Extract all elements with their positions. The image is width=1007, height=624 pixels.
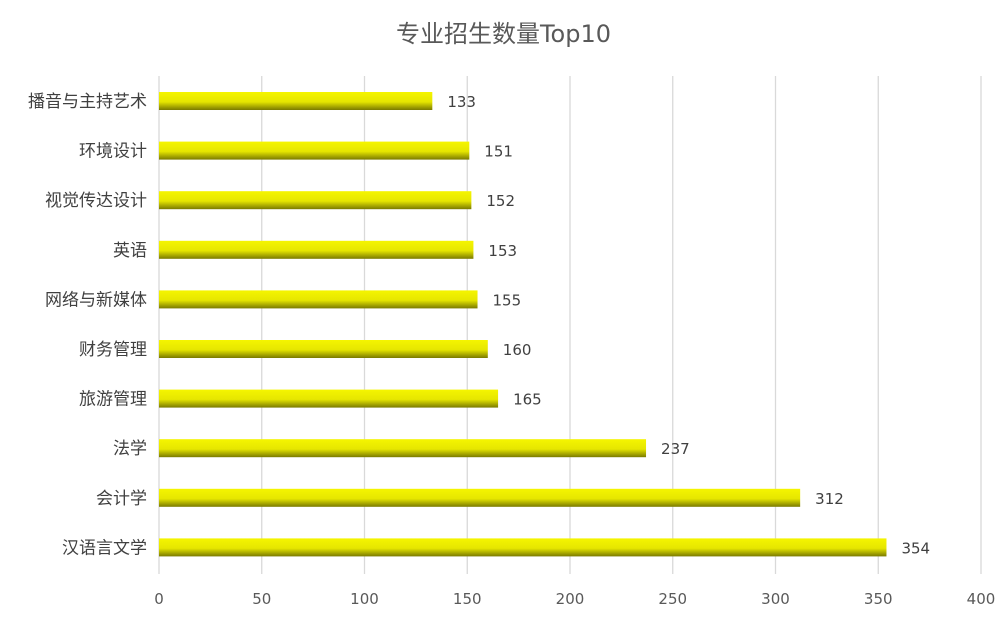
x-tick-label: 150: [453, 590, 482, 608]
category-label: 法学: [113, 439, 147, 459]
data-label: 133: [447, 93, 476, 111]
x-tick-label: 250: [658, 590, 687, 608]
data-label: 160: [503, 341, 532, 359]
x-tick-label: 300: [761, 590, 790, 608]
category-label: 视觉传达设计: [45, 191, 147, 211]
bar: [159, 290, 478, 309]
category-label: 旅游管理: [79, 390, 147, 410]
category-label: 环境设计: [79, 142, 147, 162]
category-label: 财务管理: [79, 340, 147, 360]
x-tick-label: 100: [350, 590, 379, 608]
bar: [159, 439, 647, 458]
bar: [159, 240, 474, 259]
category-label: 网络与新媒体: [45, 290, 147, 310]
data-label: 165: [513, 391, 542, 409]
category-label: 播音与主持艺术: [28, 92, 147, 112]
data-label: 151: [484, 143, 513, 161]
data-label: 354: [901, 539, 930, 557]
x-tick-label: 400: [967, 590, 996, 608]
category-label: 英语: [113, 241, 147, 261]
data-label: 312: [815, 490, 844, 508]
x-tick-label: 50: [252, 590, 271, 608]
x-tick-label: 350: [864, 590, 893, 608]
chart-title: 专业招生数量Top10: [395, 20, 612, 48]
bar: [159, 389, 499, 408]
data-label: 152: [486, 192, 515, 210]
x-tick-label: 200: [556, 590, 585, 608]
bar: [159, 141, 470, 160]
bar: [159, 488, 801, 507]
category-label: 汉语言文学: [62, 538, 147, 558]
bar: [159, 538, 887, 557]
x-tick-label: 0: [154, 590, 164, 608]
bar: [159, 340, 488, 358]
data-label: 237: [661, 440, 690, 458]
data-label: 153: [488, 242, 517, 260]
bar: [159, 92, 433, 110]
bar: [159, 191, 472, 210]
category-label: 会计学: [96, 489, 147, 509]
data-label: 155: [493, 291, 522, 309]
